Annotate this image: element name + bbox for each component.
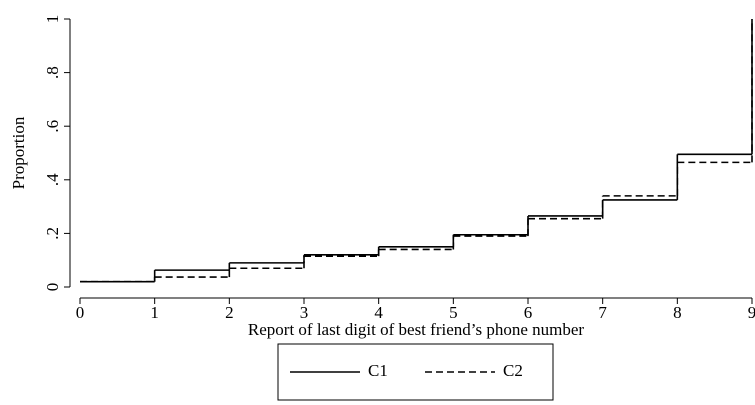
x-tick-label: 4 xyxy=(374,303,383,322)
x-tick-label: 9 xyxy=(748,303,755,322)
x-tick-label: 0 xyxy=(76,303,85,322)
x-tick-label: 7 xyxy=(598,303,607,322)
legend-box xyxy=(277,343,554,401)
y-tick-label: 0 xyxy=(43,283,62,292)
x-tick-label: 1 xyxy=(150,303,159,322)
x-tick-label: 5 xyxy=(449,303,458,322)
y-tick-label: .8 xyxy=(43,66,62,79)
x-tick-label: 3 xyxy=(300,303,309,322)
x-tick-label: 8 xyxy=(673,303,682,322)
x-tick-label: 2 xyxy=(225,303,234,322)
y-tick-label: 1 xyxy=(43,15,62,24)
legend-label: C2 xyxy=(503,361,523,380)
x-tick-label: 6 xyxy=(524,303,533,322)
y-tick-label: .2 xyxy=(43,227,62,240)
y-axis-label: Proportion xyxy=(9,116,28,189)
x-axis-label: Report of last digit of best friend’s ph… xyxy=(248,320,584,339)
legend-label: C1 xyxy=(368,361,388,380)
y-tick-label: .4 xyxy=(43,173,62,186)
y-tick-label: .6 xyxy=(43,120,62,133)
